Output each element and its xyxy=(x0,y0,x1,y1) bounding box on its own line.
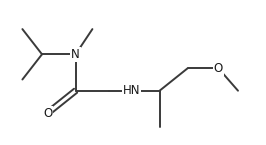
Text: O: O xyxy=(214,62,223,75)
Text: N: N xyxy=(71,48,80,61)
Text: HN: HN xyxy=(123,84,140,97)
Text: O: O xyxy=(43,107,52,120)
